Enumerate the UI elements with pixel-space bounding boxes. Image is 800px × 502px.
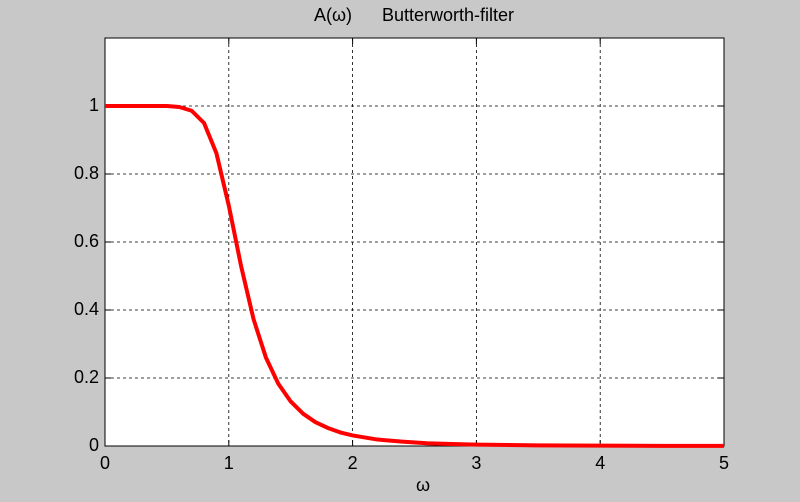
y-tick-label: 0.2 xyxy=(74,367,99,387)
y-tick-label: 1 xyxy=(89,95,99,115)
y-tick-label: 0.4 xyxy=(74,299,99,319)
y-tick-label: 0.6 xyxy=(74,231,99,251)
x-tick-label: 4 xyxy=(595,453,605,473)
y-tick-label: 0 xyxy=(89,435,99,455)
x-tick-label: 0 xyxy=(100,453,110,473)
x-tick-label: 2 xyxy=(348,453,358,473)
x-tick-label: 3 xyxy=(471,453,481,473)
plot-frame xyxy=(104,37,725,447)
x-axis-label: ω xyxy=(416,475,430,495)
y-tick-label: 0.8 xyxy=(74,163,99,183)
x-tick-label: 5 xyxy=(719,453,729,473)
x-tick-label: 1 xyxy=(224,453,234,473)
chart-title: A(ω) Butterworth-filter xyxy=(314,5,514,25)
data-line xyxy=(105,104,725,448)
